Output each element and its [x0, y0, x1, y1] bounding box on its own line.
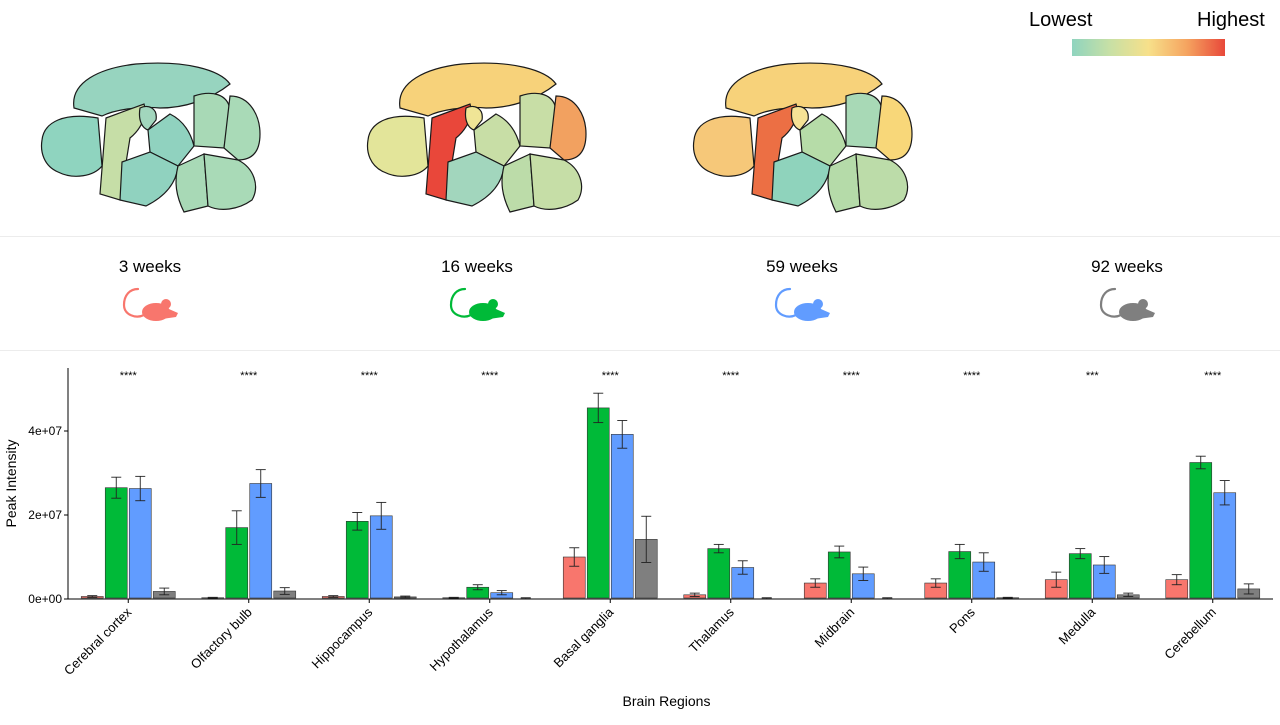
y-axis-label: Peak Intensity — [3, 440, 19, 528]
mouse-tail — [776, 289, 796, 317]
significance-label: **** — [481, 370, 499, 382]
x-tick-label: Hypothalamus — [426, 604, 496, 674]
x-axis-label: Brain Regions — [623, 693, 711, 709]
y-tick-label: 2e+07 — [28, 508, 62, 522]
significance-label: **** — [602, 370, 620, 382]
bar-16-weeks — [587, 408, 609, 598]
significance-label: **** — [843, 370, 861, 382]
brain-region-olfactory — [694, 116, 754, 176]
age-group-3-weeks: 3 weeks — [70, 237, 230, 325]
brain-map-panel: Lowest Highest — [0, 0, 1280, 236]
y-tick-label: 0e+00 — [28, 592, 62, 606]
error-bar — [762, 598, 772, 599]
bar-16-weeks — [1069, 554, 1091, 598]
brain-map — [694, 63, 912, 212]
x-tick-label: Olfactory bulb — [188, 605, 255, 672]
bar-59-weeks — [611, 434, 633, 598]
bar-59-weeks — [250, 484, 272, 599]
bar-16-weeks — [105, 488, 127, 598]
bar-16-weeks — [1190, 463, 1212, 599]
bar-chart-panel: 0e+00 2e+07 4e+07 Peak Intensity Brain Regio… — [0, 350, 1280, 720]
brain-region-cerebellum — [876, 96, 912, 160]
colorscale-low-label: Lowest — [1029, 9, 1092, 32]
significance-label: **** — [963, 370, 981, 382]
mouse-ear — [1138, 299, 1148, 309]
x-tick-label: Basal ganglia — [551, 604, 617, 670]
age-label: 16 weeks — [397, 257, 557, 277]
age-group-59-weeks: 59 weeks — [722, 237, 882, 325]
significance-label: *** — [1086, 370, 1100, 382]
age-group-16-weeks: 16 weeks — [397, 237, 557, 325]
colorscale-high-label: Highest — [1197, 9, 1265, 32]
x-tick-label: Hippocampus — [309, 604, 376, 671]
error-bar — [1003, 597, 1013, 598]
bar-59-weeks — [129, 489, 151, 598]
bar-16-weeks — [708, 549, 730, 598]
x-tick-label: Thalamus — [686, 604, 737, 655]
y-tick-label: 4e+07 — [28, 424, 62, 438]
brain-region-medulla — [204, 154, 256, 209]
bar-59-weeks — [1214, 493, 1236, 598]
brain-map — [42, 63, 260, 212]
brain-region-cerebellum — [550, 96, 586, 160]
error-bar — [208, 597, 218, 598]
mouse-icon — [445, 285, 509, 325]
age-group-92-weeks: 92 weeks — [1047, 237, 1207, 325]
bar-16-weeks — [828, 552, 850, 598]
mouse-ear — [488, 299, 498, 309]
error-bar — [449, 597, 459, 598]
significance-label: **** — [120, 370, 138, 382]
age-label: 59 weeks — [722, 257, 882, 277]
significance-label: **** — [1204, 370, 1222, 382]
mouse-tail — [1101, 289, 1121, 317]
significance-label: **** — [361, 370, 379, 382]
mouse-tail — [451, 289, 471, 317]
brain-region-medulla — [530, 154, 582, 209]
x-tick-label: Medulla — [1056, 604, 1099, 647]
error-bar — [882, 598, 892, 599]
significance-label: **** — [722, 370, 740, 382]
mouse-icon — [770, 285, 834, 325]
mouse-ear — [161, 299, 171, 309]
brain-region-olfactory — [368, 116, 428, 176]
x-tick-label: Pons — [946, 604, 978, 636]
mouse-icon — [118, 285, 182, 325]
x-tick-label: Cerebellum — [1161, 605, 1219, 663]
bar-16-weeks — [346, 521, 368, 598]
error-bar — [521, 598, 531, 599]
brain-maps — [0, 0, 1000, 236]
significance-label: **** — [240, 370, 258, 382]
bar-chart: 0e+00 2e+07 4e+07 Peak Intensity Brain Regio… — [0, 350, 1280, 720]
age-group-panel: 3 weeks 16 weeks 59 weeks 92 weeks — [0, 236, 1280, 351]
colorscale-gradient-bar — [1072, 39, 1225, 56]
brain-map — [368, 63, 586, 212]
x-tick-label: Cerebral cortex — [61, 604, 135, 678]
brain-region-olfactory — [42, 116, 102, 176]
age-label: 3 weeks — [70, 257, 230, 277]
mouse-tail — [124, 289, 144, 317]
x-tick-label: Midbrain — [812, 605, 858, 651]
brain-region-medulla — [856, 154, 908, 209]
mouse-ear — [813, 299, 823, 309]
brain-region-cerebellum — [224, 96, 260, 160]
mouse-icon — [1095, 285, 1159, 325]
age-label: 92 weeks — [1047, 257, 1207, 277]
